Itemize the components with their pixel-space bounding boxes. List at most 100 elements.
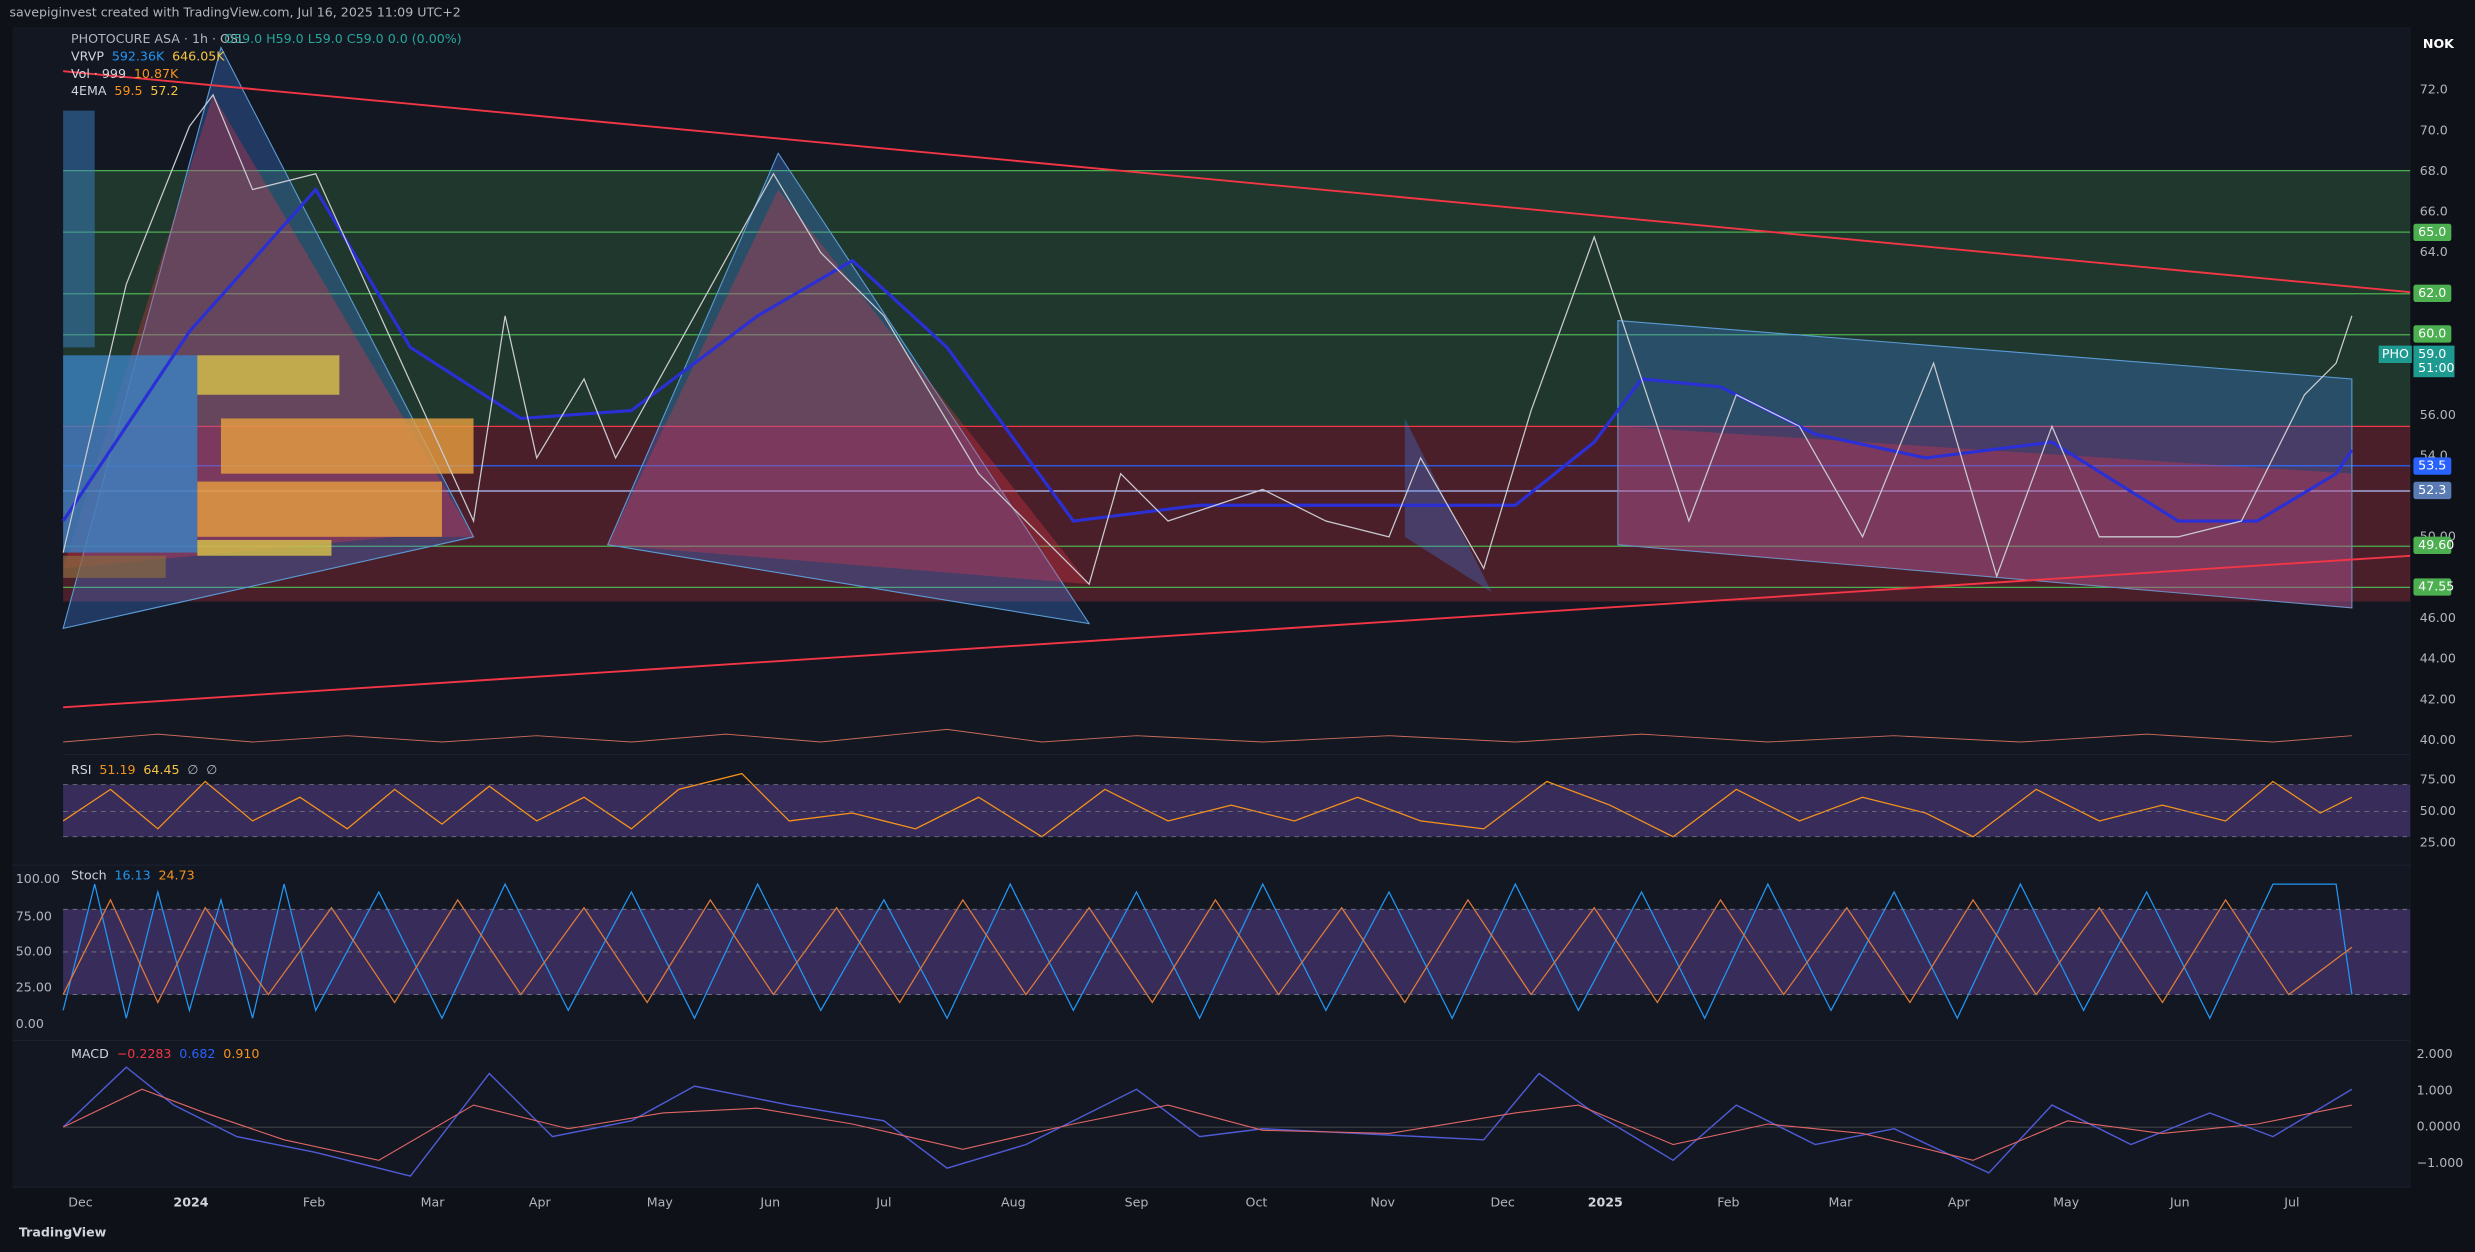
price-axis-label: 46.00 bbox=[2420, 610, 2456, 625]
volume-line bbox=[63, 728, 2352, 743]
macd-line bbox=[62, 1066, 2353, 1177]
price-tag-label: 62.0 bbox=[2418, 285, 2446, 300]
legend-item: 646.05K bbox=[172, 48, 225, 63]
legend-item: 59.5 bbox=[114, 83, 142, 98]
time-axis-label: 2025 bbox=[1588, 1194, 1623, 1209]
legend-item: −0.2283 bbox=[117, 1046, 172, 1061]
levels bbox=[63, 169, 2411, 588]
price-tag bbox=[2413, 457, 2452, 475]
time-axis-label: Apr bbox=[1948, 1194, 1971, 1209]
legend-item: 4EMA bbox=[71, 83, 107, 98]
legend-item: 10.87K bbox=[134, 66, 179, 81]
price-tag-label: 65.0 bbox=[2418, 224, 2446, 239]
ema-line bbox=[61, 186, 2354, 523]
price-tag bbox=[2413, 325, 2452, 343]
time-axis-label: Feb bbox=[1717, 1194, 1739, 1209]
supply-zone bbox=[63, 170, 2411, 427]
price-axis-label: 42.00 bbox=[2420, 691, 2456, 706]
time-axis-label: Oct bbox=[1246, 1194, 1268, 1209]
stoch-d-line bbox=[62, 898, 2353, 1004]
price-tag bbox=[2413, 578, 2452, 596]
price-tag bbox=[2413, 481, 2452, 500]
price-tag-label: 47.55 bbox=[2418, 579, 2454, 594]
time-axis-label: May bbox=[647, 1194, 674, 1209]
rsi-line bbox=[62, 772, 2353, 838]
legend-item: ∅ bbox=[187, 762, 198, 777]
axis-label: 50.00 bbox=[2420, 803, 2456, 818]
legend-item: 0.910 bbox=[223, 1046, 259, 1061]
legend-item: Stoch bbox=[71, 868, 107, 883]
legend-item: 0.682 bbox=[179, 1046, 215, 1061]
axis-label: 0.00 bbox=[16, 1016, 44, 1031]
price-axis-label: 68.0 bbox=[2420, 163, 2448, 178]
time-axis-label: Dec bbox=[68, 1194, 92, 1209]
time-axis-label: Dec bbox=[1490, 1194, 1514, 1209]
footer-brand: TradingView bbox=[19, 1224, 107, 1239]
price-tag-label: 60.0 bbox=[2418, 325, 2446, 340]
legend-item: 16.13 bbox=[115, 868, 151, 883]
volume-profile bbox=[63, 110, 474, 578]
time-axis-label: Nov bbox=[1370, 1194, 1395, 1209]
axis-label: 2.000 bbox=[2417, 1046, 2453, 1061]
time-axis-label: 2024 bbox=[173, 1194, 208, 1209]
legend-symbol: PHOTOCURE ASA · 1h · OSL bbox=[71, 31, 245, 46]
legend-item: VRVP bbox=[71, 48, 104, 63]
price-tag-label: 49.60 bbox=[2418, 537, 2454, 552]
legend-item: 64.45 bbox=[143, 762, 179, 777]
legend-item: 24.73 bbox=[159, 868, 195, 883]
time-axis-label: Jul bbox=[2283, 1194, 2299, 1209]
axis-label: −1.000 bbox=[2417, 1155, 2464, 1170]
last-price-label: 59.0 bbox=[2418, 346, 2446, 361]
price-axis-label: 44.00 bbox=[2420, 651, 2456, 666]
legend-item: MACD bbox=[71, 1046, 109, 1061]
grid bbox=[12, 26, 2411, 1188]
time-axis-label: Sep bbox=[1125, 1194, 1149, 1209]
price-tag-label: 52.3 bbox=[2418, 482, 2446, 497]
time-axis-label: Jun bbox=[759, 1194, 780, 1209]
macd-signal bbox=[62, 1088, 2352, 1161]
price-axis-label: 56.00 bbox=[2420, 407, 2456, 422]
price-axis-label: 64.0 bbox=[2420, 244, 2448, 259]
price-tag-label: 53.5 bbox=[2418, 458, 2446, 473]
legend-item: 57.2 bbox=[150, 83, 178, 98]
last-price-tag bbox=[2413, 345, 2455, 378]
legend-item: 51.19 bbox=[99, 762, 135, 777]
price-axis-label: 70.0 bbox=[2420, 122, 2448, 137]
time-axis-label: May bbox=[2053, 1194, 2080, 1209]
axis-label: 0.0000 bbox=[2417, 1119, 2461, 1134]
time-axis-label: Feb bbox=[303, 1194, 325, 1209]
axis-label: 25.00 bbox=[2420, 835, 2456, 850]
currency: NOK bbox=[2423, 36, 2455, 51]
price-scale bbox=[2410, 26, 2475, 1188]
axis-label: 75.00 bbox=[2420, 771, 2456, 786]
axis-label: 100.00 bbox=[16, 871, 60, 886]
axis-label: 1.000 bbox=[2417, 1082, 2453, 1097]
rsi-band bbox=[63, 784, 2411, 837]
time-axis-label: Mar bbox=[1829, 1194, 1854, 1209]
price-axis-label: 40.00 bbox=[2420, 732, 2456, 747]
trendlines bbox=[63, 70, 2411, 709]
symbol-tag bbox=[2378, 345, 2412, 363]
time-axis-label: Jul bbox=[875, 1194, 891, 1209]
legend-item: RSI bbox=[71, 762, 91, 777]
axis-label: 75.00 bbox=[16, 909, 52, 924]
price-tag bbox=[2413, 284, 2452, 303]
price-axis-label: 66.0 bbox=[2420, 204, 2448, 219]
legend-item: ∅ bbox=[206, 762, 217, 777]
price-tag bbox=[2413, 536, 2452, 555]
price-tag bbox=[2413, 223, 2452, 242]
legend-item: 592.36K bbox=[112, 48, 165, 63]
time-axis-label: Mar bbox=[421, 1194, 446, 1209]
axis-label: 25.00 bbox=[16, 980, 52, 995]
stoch-k-line bbox=[62, 882, 2353, 1020]
price-axis-label: 72.0 bbox=[2420, 82, 2448, 97]
symbol-tag-label: PHO bbox=[2382, 346, 2409, 361]
axis-label: 50.00 bbox=[16, 943, 52, 958]
time-axis-label: Apr bbox=[529, 1194, 552, 1209]
price-line bbox=[62, 93, 2353, 586]
countdown-label: 51:00 bbox=[2418, 360, 2454, 375]
header-title: savepiginvest created with TradingView.c… bbox=[9, 4, 460, 19]
